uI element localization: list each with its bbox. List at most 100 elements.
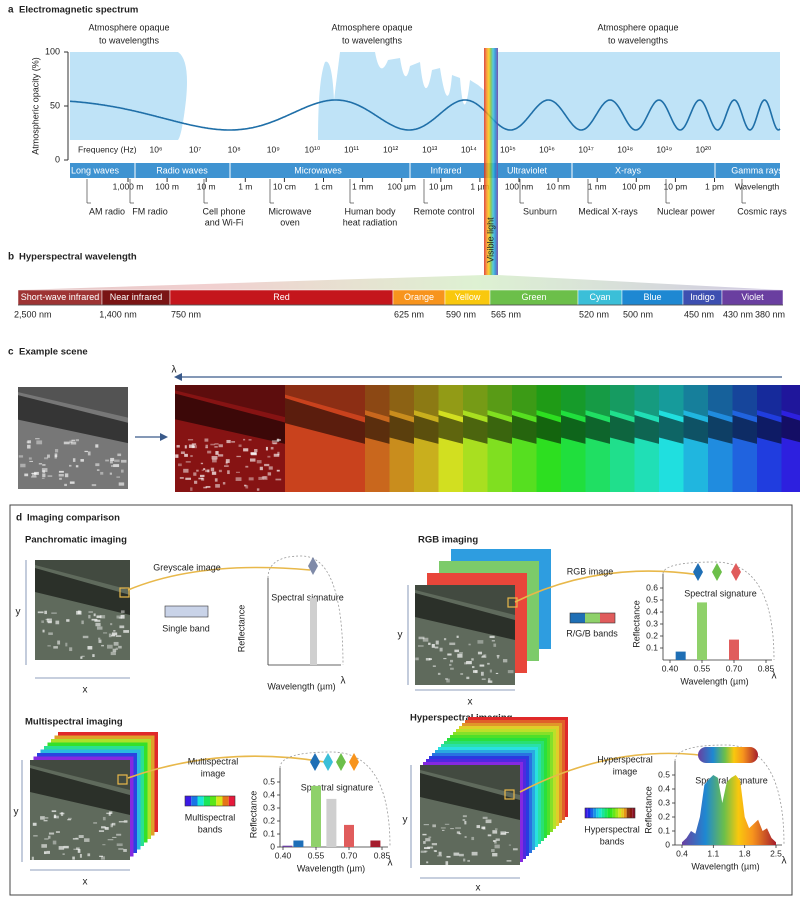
scene-texture bbox=[201, 469, 205, 471]
y-tick-label: 100 bbox=[45, 46, 60, 56]
opaque-note: to wavelengths bbox=[342, 35, 403, 45]
segment-wavelength: 590 nm bbox=[446, 309, 476, 319]
scene-texture bbox=[26, 441, 30, 444]
signature-label: Spectral signature bbox=[684, 588, 757, 598]
band-icon bbox=[184, 795, 236, 807]
scene-texture bbox=[58, 470, 64, 473]
scene-texture bbox=[453, 852, 460, 856]
scene-texture bbox=[256, 488, 260, 491]
scene-texture bbox=[485, 819, 492, 824]
scene-texture bbox=[42, 629, 45, 633]
scene-texture bbox=[214, 478, 218, 482]
scene-texture bbox=[44, 457, 49, 460]
scene-texture bbox=[224, 465, 229, 467]
segment-name: Yellow bbox=[455, 292, 481, 302]
example: FM radio bbox=[132, 206, 168, 216]
lambda-symbol: λ bbox=[388, 858, 393, 869]
segment-name: Short-wave infrared bbox=[21, 292, 100, 302]
segment-wavelength: 380 nm bbox=[755, 309, 785, 319]
example: AM radio bbox=[89, 206, 125, 216]
band-name: Long waves bbox=[71, 165, 120, 175]
scene-texture bbox=[27, 440, 32, 444]
chart-x-label: Wavelength (µm) bbox=[297, 863, 365, 873]
band-label: Multispectral bbox=[185, 812, 236, 822]
frequency: 10²⁰ bbox=[696, 144, 712, 154]
scene-texture bbox=[273, 453, 280, 457]
band-name: Microwaves bbox=[294, 165, 342, 175]
scene-texture bbox=[215, 484, 220, 488]
scene-texture bbox=[449, 642, 456, 646]
scene-texture bbox=[187, 439, 194, 441]
scene-texture bbox=[67, 817, 72, 820]
signature-diamond bbox=[731, 563, 741, 581]
band-cell bbox=[185, 796, 192, 806]
scene-texture bbox=[47, 475, 53, 477]
lambda-symbol: λ bbox=[341, 676, 346, 687]
scene-texture bbox=[123, 820, 128, 823]
x-tick-label: 0.55 bbox=[308, 850, 325, 860]
scene-texture bbox=[492, 840, 496, 842]
x-tick-label: 0.4 bbox=[676, 848, 688, 858]
scene-texture bbox=[109, 472, 112, 475]
scene-texture bbox=[180, 451, 185, 455]
frequency: 10¹⁴ bbox=[461, 144, 477, 154]
frequency: 10¹⁸ bbox=[617, 144, 633, 154]
scene-texture bbox=[87, 853, 91, 857]
scene-texture bbox=[435, 640, 439, 645]
y-tick-label: 0.3 bbox=[658, 797, 670, 807]
scene-texture bbox=[424, 850, 428, 852]
subpanel-title: Panchromatic imaging bbox=[25, 535, 127, 546]
scene-texture bbox=[505, 831, 509, 834]
wavelength: 10 nm bbox=[546, 181, 570, 191]
lambda-symbol: λ bbox=[172, 365, 177, 376]
scene-texture bbox=[88, 614, 91, 619]
scene-texture bbox=[46, 618, 52, 623]
scene-texture bbox=[258, 476, 264, 480]
scene-texture bbox=[496, 655, 500, 657]
band-cell bbox=[570, 613, 585, 623]
scene-texture bbox=[226, 439, 231, 444]
scene-texture bbox=[248, 477, 254, 481]
scene-texture bbox=[41, 468, 48, 472]
scene-texture bbox=[275, 478, 282, 481]
scene-texture bbox=[116, 476, 121, 478]
x-tick-label: 0.40 bbox=[275, 850, 292, 860]
scene-texture bbox=[51, 612, 57, 614]
band-cell bbox=[610, 808, 613, 818]
scene-texture bbox=[58, 473, 64, 477]
scene-texture bbox=[483, 654, 487, 657]
scene-texture bbox=[439, 647, 443, 652]
opaque-note: to wavelengths bbox=[608, 35, 669, 45]
segment-name: Cyan bbox=[589, 292, 610, 302]
scene-texture bbox=[494, 828, 498, 830]
scene-texture bbox=[235, 477, 242, 481]
band-cell bbox=[598, 808, 602, 818]
scene-texture bbox=[54, 453, 58, 458]
arrow-head bbox=[160, 433, 168, 441]
scene-texture bbox=[84, 838, 90, 842]
scene-texture bbox=[111, 632, 118, 636]
scene-texture bbox=[423, 841, 426, 844]
chart-y-label: Reflectance bbox=[236, 605, 246, 653]
scene-texture bbox=[450, 667, 454, 670]
scene-texture bbox=[118, 482, 125, 486]
scene-texture bbox=[118, 617, 122, 619]
scene-texture bbox=[236, 455, 241, 458]
x-tick-label: 0.85 bbox=[374, 850, 391, 860]
scene-bank bbox=[420, 765, 520, 795]
scene-texture bbox=[205, 486, 211, 488]
scene-texture bbox=[113, 630, 116, 632]
scene-texture bbox=[506, 860, 512, 862]
segment-wavelength: 750 nm bbox=[171, 309, 201, 319]
image-label: Multispectral bbox=[188, 756, 239, 766]
scene-river bbox=[270, 393, 365, 444]
panel-d-frame bbox=[9, 504, 793, 896]
scene-texture bbox=[458, 833, 462, 835]
scene-texture bbox=[71, 439, 76, 442]
scene-texture bbox=[67, 819, 71, 821]
band-label: bands bbox=[198, 824, 223, 834]
frequency: 10¹⁵ bbox=[500, 144, 516, 154]
visible-light-label: Visible light bbox=[485, 217, 495, 263]
signature-arc bbox=[674, 744, 785, 846]
scene-texture bbox=[200, 462, 204, 465]
